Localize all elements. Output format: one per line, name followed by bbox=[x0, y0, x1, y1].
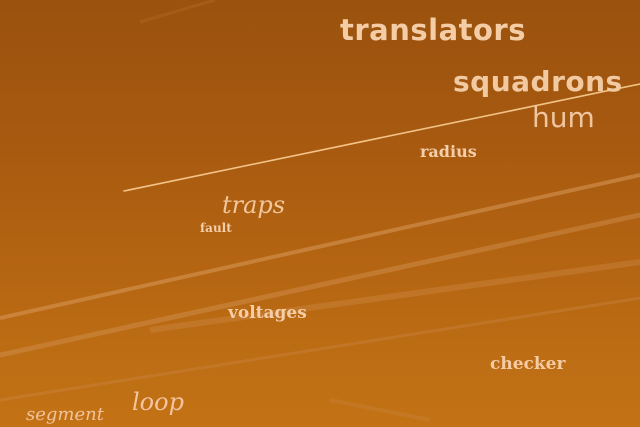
word-loop: loop bbox=[132, 388, 184, 416]
contrail-hazy-3 bbox=[149, 259, 640, 333]
contrail-faint-2 bbox=[329, 398, 431, 422]
word-traps: traps bbox=[222, 191, 286, 219]
word-segment: segment bbox=[26, 404, 104, 425]
word-hum: hum bbox=[532, 101, 595, 134]
word-squadrons: squadrons bbox=[453, 65, 623, 98]
word-fault: fault bbox=[200, 221, 232, 235]
contrail-bright bbox=[123, 83, 640, 192]
word-voltages: voltages bbox=[228, 303, 307, 323]
contrail-hazy-4 bbox=[0, 296, 640, 402]
contrail-hazy-1 bbox=[0, 173, 640, 320]
word-radius: radius bbox=[420, 142, 477, 161]
contrail-faint-1 bbox=[139, 0, 216, 24]
contrail-hazy-2 bbox=[0, 212, 640, 358]
word-checker: checker bbox=[490, 354, 566, 374]
word-translators: translators bbox=[340, 13, 526, 47]
